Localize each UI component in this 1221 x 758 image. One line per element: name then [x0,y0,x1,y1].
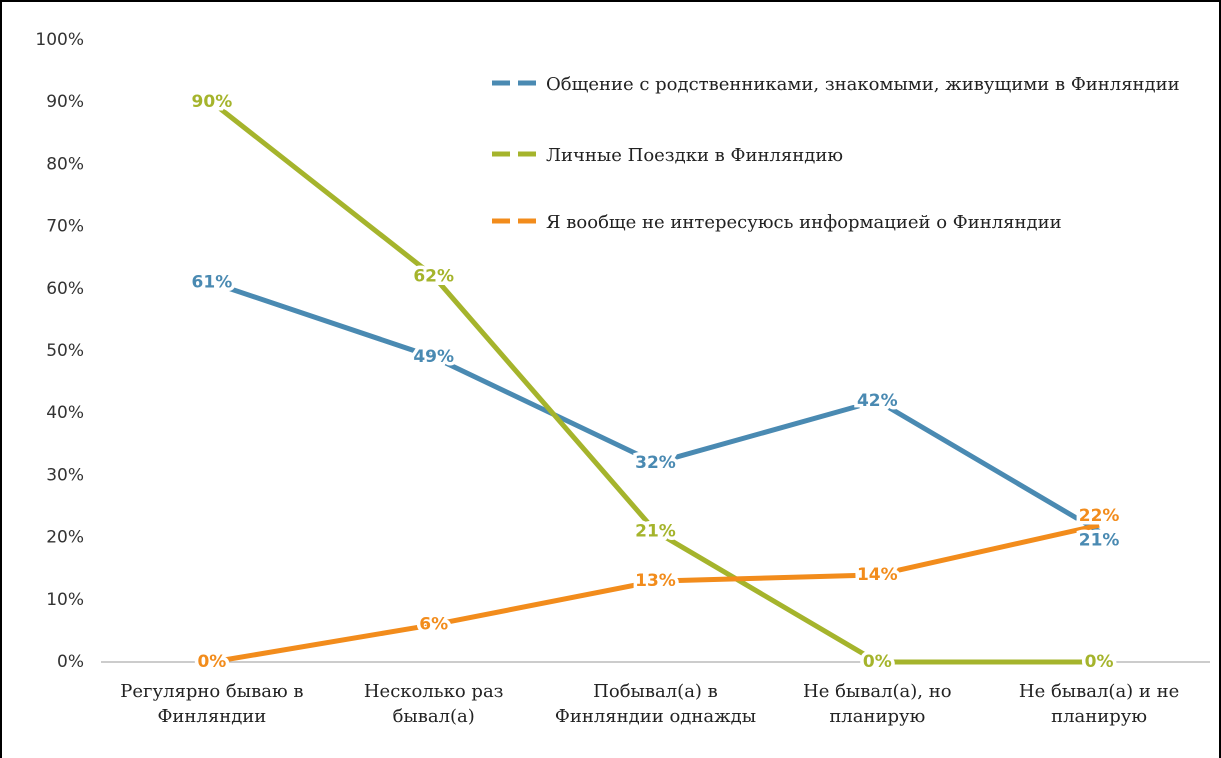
legend-item: Я вообще не интересуюсь информацией о Фи… [490,210,1190,235]
y-tick-label: 90% [46,92,84,112]
data-label: 62% [413,266,454,286]
legend-text: Я вообще не интересуюсь информацией о Фи… [546,212,1062,233]
y-tick-label: 100% [35,30,84,50]
y-tick-label: 40% [46,403,84,423]
y-tick-label: 60% [46,279,84,299]
data-label: 21% [635,521,676,541]
y-tick-label: 10% [46,590,84,610]
data-label: 49% [413,347,454,367]
series-line [210,100,1100,665]
data-label: 22% [1079,506,1120,526]
y-tick-label: 20% [46,528,84,548]
legend-swatch [492,80,544,86]
data-label: 6% [419,615,448,635]
data-label: 0% [1085,652,1114,672]
x-tick-label: Несколько раз бывал(а) [363,681,504,727]
legend-item: Личные Поездки в Финляндию [490,143,1190,168]
y-tick-label: 30% [46,465,84,485]
data-label: 42% [857,391,898,411]
data-label: 90% [192,92,233,112]
data-label: 0% [863,652,892,672]
series-line [211,280,1101,534]
series-line [211,522,1100,665]
x-tick-label: Побывал(а) в Финляндии однажды [554,681,757,727]
legend-swatch [492,151,544,157]
y-tick-label: 50% [46,341,84,361]
legend-item: Общение с родственниками, знакомыми, жив… [490,72,1190,97]
y-tick-label: 0% [57,652,84,672]
y-tick-label: 70% [46,217,84,237]
data-label: 14% [857,565,898,585]
legend-text: Общение с родственниками, знакомыми, жив… [546,74,1180,95]
legend-text: Личные Поездки в Финляндию [546,145,843,166]
data-label: 32% [635,453,676,473]
x-tick-label: Не бывал(а) и не планирую [1018,681,1180,727]
x-tick-label: Регулярно бываю в Финляндии [120,681,304,727]
legend-swatch [492,218,544,224]
y-tick-label: 80% [46,154,84,174]
x-tick-label: Не бывал(а), но планирую [803,681,952,727]
data-label: 13% [635,571,676,591]
data-label: 61% [192,273,233,293]
data-label: 0% [197,652,226,672]
data-label: 21% [1079,530,1120,550]
